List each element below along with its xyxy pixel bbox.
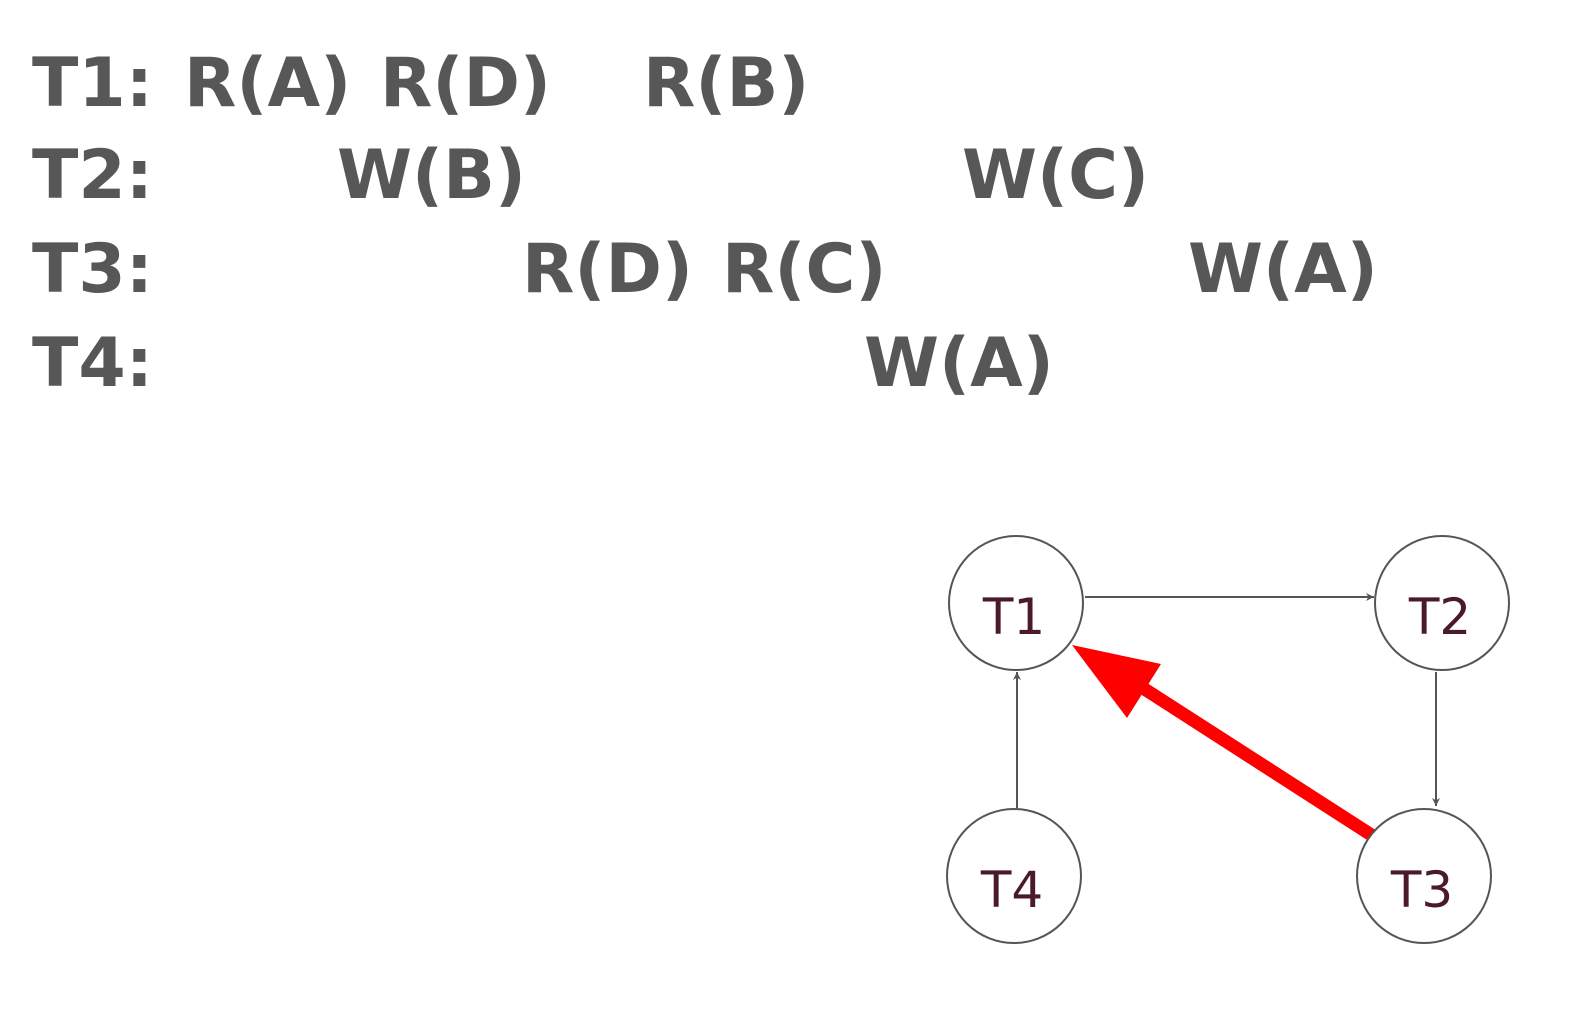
conflict-schedule: T1: T2: T3: T4: R(A) R(D) R(B) W(B) W(C)… <box>0 0 1591 440</box>
op-t2-write-b: W(B) <box>337 136 526 215</box>
row-label-t3: T3: <box>32 230 153 309</box>
op-t4-write-a: W(A) <box>864 324 1054 403</box>
op-t2-write-c: W(C) <box>962 136 1150 215</box>
node-t2: T2 <box>1374 535 1510 671</box>
op-t3-read-c: R(C) <box>722 230 887 309</box>
edge-t3-to-t1-highlighted <box>1072 645 1377 842</box>
node-t4-label: T4 <box>980 861 1043 919</box>
node-t1-label: T1 <box>982 588 1045 646</box>
row-label-t1: T1: <box>32 44 153 123</box>
op-t3-write-a: W(A) <box>1188 230 1378 309</box>
node-t2-label: T2 <box>1408 588 1471 646</box>
op-t1-read-a: R(A) <box>184 44 352 123</box>
node-t3: T3 <box>1356 808 1492 944</box>
row-label-t4: T4: <box>32 324 153 403</box>
node-t1: T1 <box>948 535 1084 671</box>
op-t3-read-d: R(D) <box>522 230 693 309</box>
row-label-t2: T2: <box>32 136 153 215</box>
node-t4: T4 <box>946 808 1082 944</box>
op-t1-read-b: R(B) <box>643 44 810 123</box>
node-t3-label: T3 <box>1390 861 1453 919</box>
op-t1-read-d: R(D) <box>380 44 551 123</box>
